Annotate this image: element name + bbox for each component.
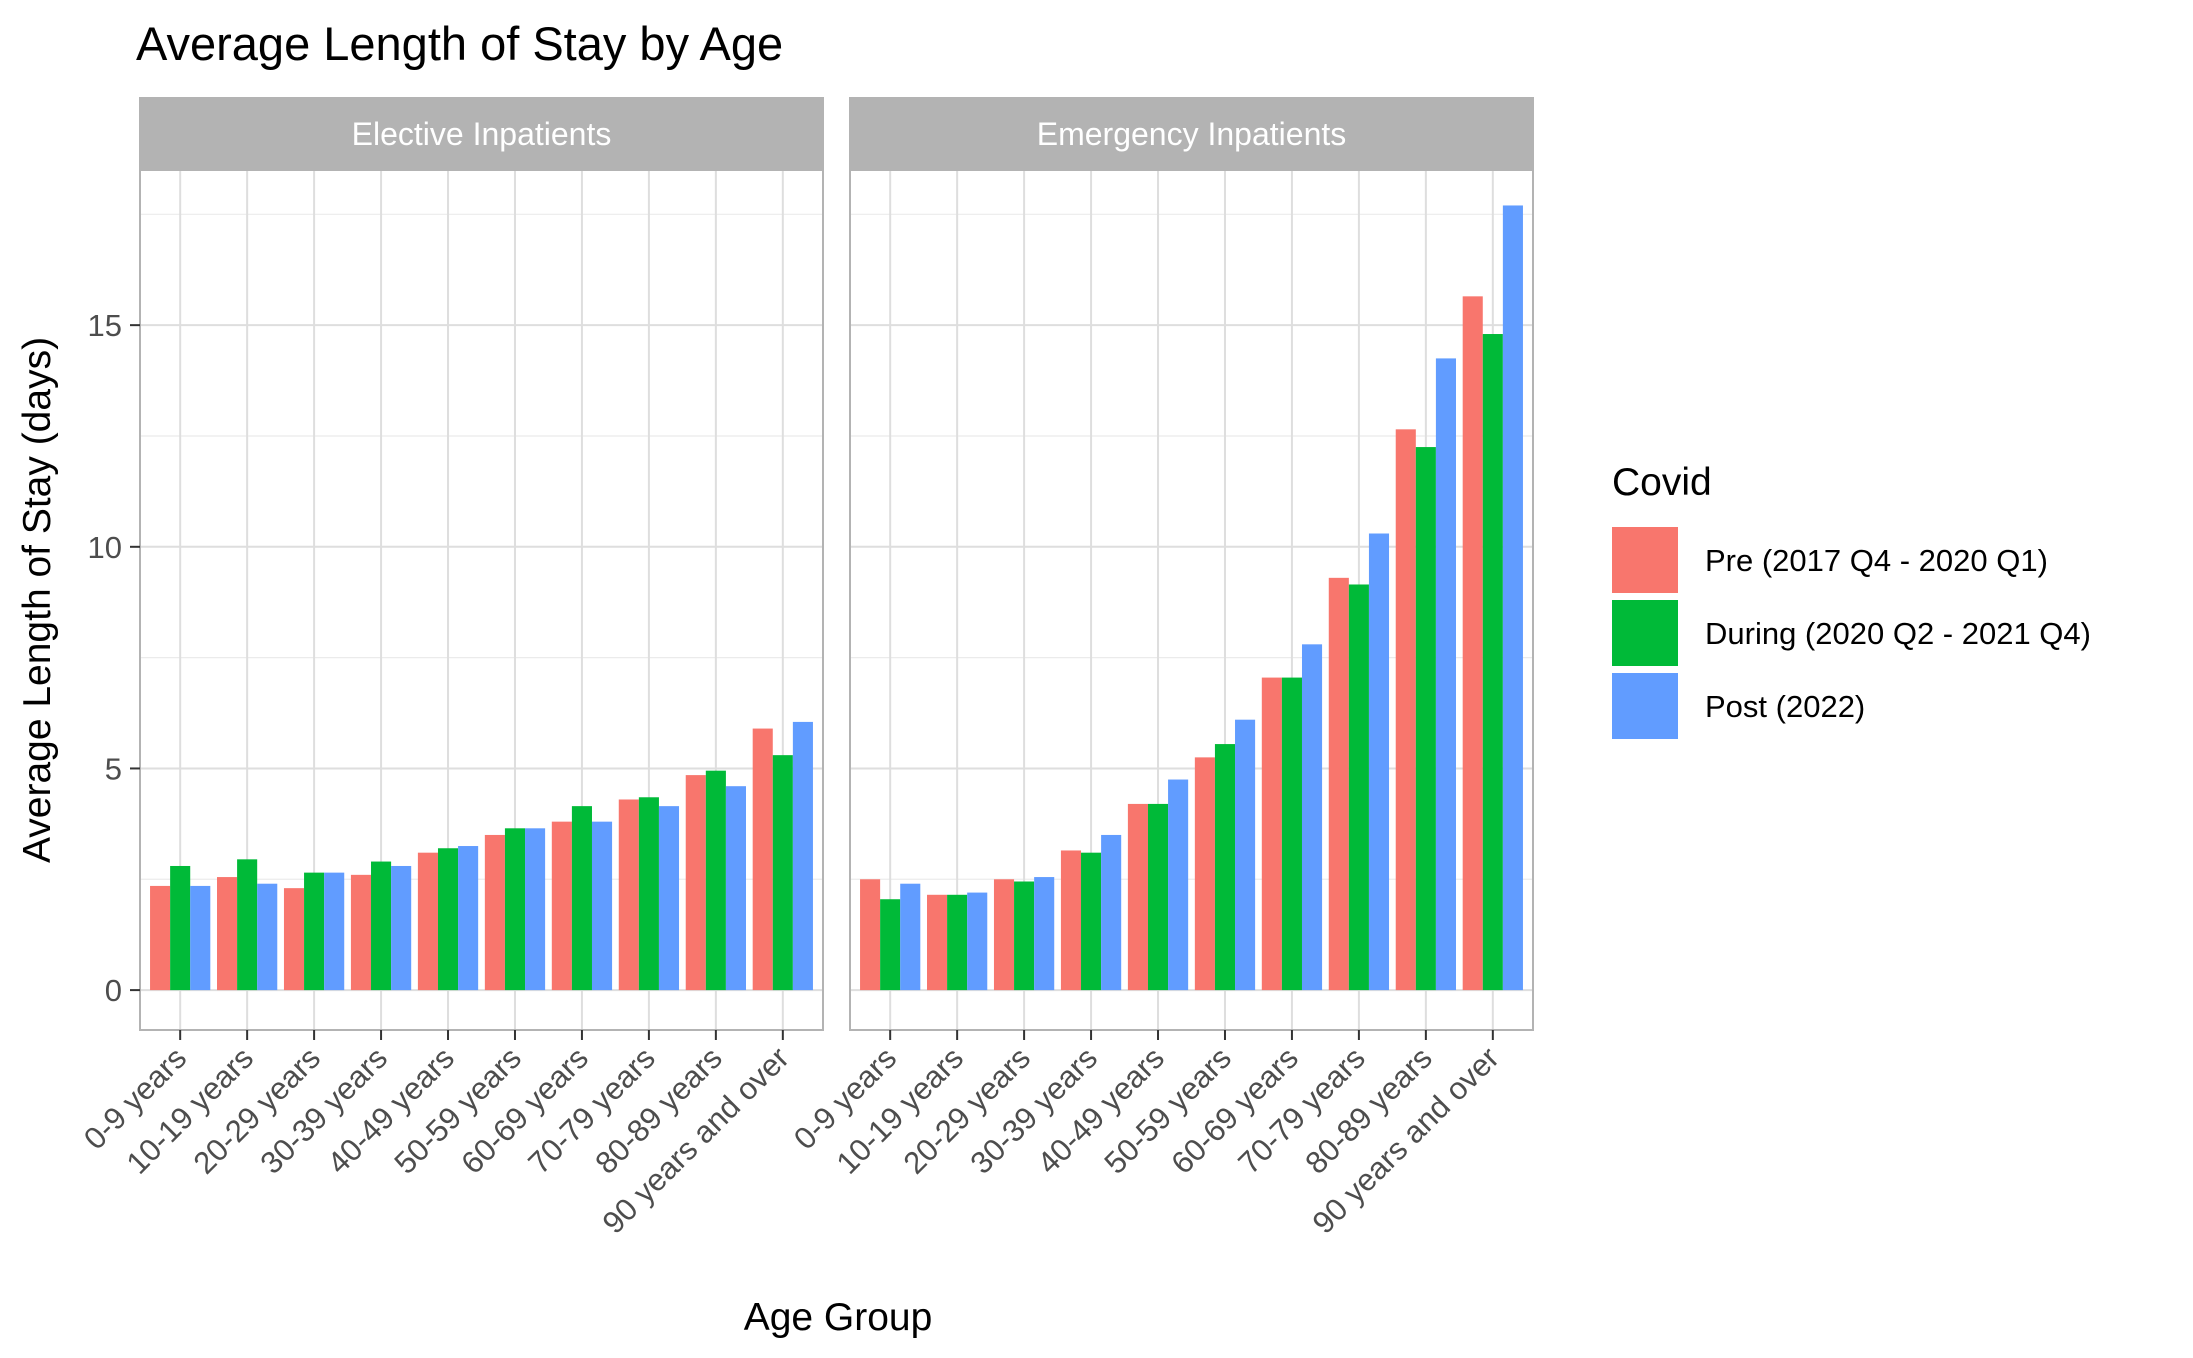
bar: [1482, 334, 1503, 991]
bar: [1101, 834, 1122, 991]
bar: [1147, 803, 1169, 991]
legend-label: During (2020 Q2 - 2021 Q4): [1705, 616, 2091, 651]
bar: [685, 775, 706, 991]
bar: [1328, 577, 1349, 991]
bar: [792, 721, 813, 991]
bar: [571, 806, 592, 991]
bar: [967, 892, 988, 991]
bar: [1435, 358, 1456, 991]
bar: [1127, 803, 1148, 991]
facet-strip: [139, 97, 824, 169]
panel-border: [139, 169, 824, 1031]
bar: [705, 770, 726, 991]
y-tick-label: 10: [88, 530, 122, 565]
bar: [391, 865, 412, 991]
bar: [1081, 852, 1102, 991]
bar: [638, 797, 659, 991]
y-axis-label: Average Length of Stay (days): [16, 337, 59, 863]
bar: [237, 859, 258, 991]
facet-strip-label: Emergency Inpatients: [1037, 116, 1347, 152]
legend-key: [1612, 600, 1678, 666]
facet-strip: [849, 97, 1534, 169]
bar: [752, 728, 773, 991]
bar: [437, 848, 459, 991]
y-tick-label: 15: [88, 308, 122, 343]
bar: [900, 883, 921, 991]
bar: [417, 852, 438, 991]
bar: [725, 786, 746, 991]
legend: Covid Pre (2017 Q4 - 2020 Q1) During (202…: [1612, 461, 2091, 739]
legend-key: [1612, 527, 1678, 593]
bar: [772, 755, 793, 991]
bar: [1261, 677, 1282, 991]
bar: [1214, 744, 1236, 991]
facet-strip-label: Elective Inpatients: [352, 116, 612, 152]
bar: [1194, 757, 1215, 991]
bar: [947, 894, 968, 991]
bar: [1281, 677, 1302, 991]
legend-title: Covid: [1612, 461, 1712, 504]
bar: [1014, 881, 1035, 991]
bar: [993, 879, 1015, 991]
bar: [1060, 850, 1082, 991]
bar: [1395, 429, 1416, 991]
bar: [1348, 584, 1369, 991]
x-axis-label: Age Group: [744, 1296, 933, 1339]
bar: [1368, 533, 1390, 991]
bar: [1034, 877, 1055, 991]
bar: [551, 821, 572, 991]
bar: [618, 799, 639, 991]
bar: [304, 872, 325, 991]
bar: [170, 865, 191, 991]
legend-label: Pre (2017 Q4 - 2020 Q1): [1705, 543, 2048, 578]
bar: [1462, 296, 1483, 991]
bar: [350, 874, 372, 991]
bar: [1502, 205, 1523, 991]
bar: [371, 861, 392, 991]
bar: [217, 877, 238, 991]
y-tick-label: 0: [105, 973, 122, 1008]
bar: [1235, 719, 1256, 991]
bar: [324, 872, 345, 991]
legend-label: Post (2022): [1705, 689, 1865, 724]
bar: [283, 888, 305, 991]
y-tick-label: 5: [105, 751, 122, 786]
bar: [257, 883, 278, 991]
bar: [150, 885, 171, 991]
bar: [658, 806, 680, 991]
chart-title: Average Length of Stay by Age: [136, 17, 783, 70]
bar: [1301, 644, 1323, 991]
bar: [591, 821, 613, 991]
bar: [1168, 779, 1189, 991]
bar: [525, 828, 546, 991]
bar: [190, 885, 211, 991]
bar: [504, 828, 526, 991]
bar: [860, 879, 881, 991]
panel-border: [849, 169, 1534, 1031]
bar: [484, 834, 505, 991]
legend-key: [1612, 673, 1678, 739]
bar: [880, 899, 901, 991]
bar: [1415, 447, 1436, 991]
bar: [458, 846, 479, 991]
bar: [927, 894, 948, 991]
